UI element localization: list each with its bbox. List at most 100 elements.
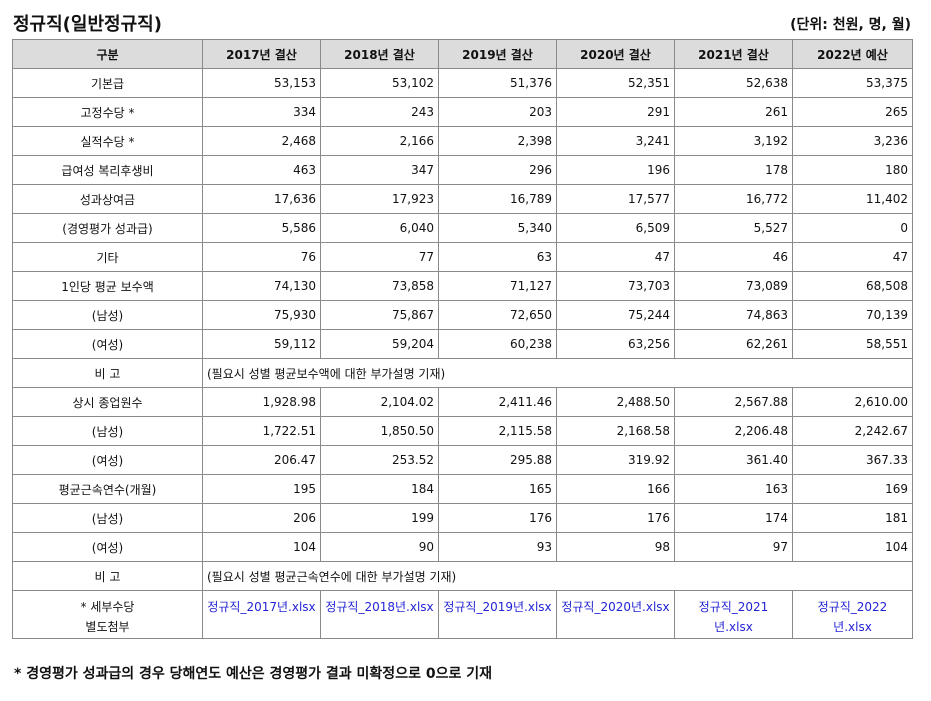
table-cell: 319.92 (556, 445, 675, 475)
attachment-link-text[interactable]: 정규직_2019년.xlsx (443, 600, 552, 614)
attachment-link[interactable]: 정규직_2020년.xlsx (556, 590, 675, 639)
table-cell: 104 (792, 532, 913, 562)
table-cell: 206 (202, 503, 321, 533)
table-cell: 3,192 (674, 126, 793, 156)
table-cell: 1,850.50 (320, 416, 439, 446)
remark-row: 비 고 (필요시 성별 평균보수액에 대한 부가설명 기재) (12, 358, 913, 388)
table-cell: 52,638 (674, 68, 793, 98)
table-cell: 2,104.02 (320, 387, 439, 417)
attachments-label: * 세부수당 별도첨부 (12, 590, 203, 639)
table-cell: 73,858 (320, 271, 439, 301)
table-cell: 199 (320, 503, 439, 533)
row-label: 기본급 (12, 68, 203, 98)
table-cell: 77 (320, 242, 439, 272)
table-cell: 93 (438, 532, 557, 562)
table-cell: 2,115.58 (438, 416, 557, 446)
remark-row: 비 고 (필요시 성별 평균근속연수에 대한 부가설명 기재) (12, 561, 913, 591)
row-label: (남성) (12, 416, 203, 446)
table-cell: 17,577 (556, 184, 675, 214)
attachment-link[interactable]: 정규직_2021 년.xlsx (674, 590, 793, 639)
table-cell: 74,863 (674, 300, 793, 330)
table-row: 기타 76 77 63 47 46 47 (12, 242, 913, 272)
attachment-link-text[interactable]: 정규직_2021 (698, 600, 769, 614)
table-cell: 166 (556, 474, 675, 504)
table-cell: 71,127 (438, 271, 557, 301)
table-cell: 2,567.88 (674, 387, 793, 417)
table-cell: 367.33 (792, 445, 913, 475)
table-cell: 243 (320, 97, 439, 127)
table-cell: 16,772 (674, 184, 793, 214)
attachment-link-text[interactable]: 정규직_2020년.xlsx (561, 600, 670, 614)
column-header: 2020년 결산 (556, 39, 675, 69)
table-cell: 63 (438, 242, 557, 272)
table-cell: 176 (556, 503, 675, 533)
table-cell: 195 (202, 474, 321, 504)
attachment-link[interactable]: 정규직_2019년.xlsx (438, 590, 557, 639)
table-cell: 76 (202, 242, 321, 272)
table-row: 평균근속연수(개월) 195 184 165 166 163 169 (12, 474, 913, 504)
row-label: (여성) (12, 532, 203, 562)
attachment-link-text[interactable]: 정규직_2022 (817, 600, 888, 614)
table-cell: 253.52 (320, 445, 439, 475)
column-header: 2022년 예산 (792, 39, 913, 69)
table-cell: 59,204 (320, 329, 439, 359)
table-cell: 463 (202, 155, 321, 185)
remark-note: (필요시 성별 평균보수액에 대한 부가설명 기재) (202, 358, 913, 388)
table-row: (여성) 59,112 59,204 60,238 63,256 62,261 58,551 (12, 329, 913, 359)
attachment-link[interactable]: 정규직_2018년.xlsx (320, 590, 439, 639)
row-label: (여성) (12, 445, 203, 475)
table-cell: 53,375 (792, 68, 913, 98)
attachment-link-text[interactable]: 년.xlsx (714, 620, 753, 634)
column-header: 구분 (12, 39, 203, 69)
table-cell: 2,168.58 (556, 416, 675, 446)
row-label: (남성) (12, 300, 203, 330)
table-cell: 2,166 (320, 126, 439, 156)
table-cell: 2,411.46 (438, 387, 557, 417)
table-cell: 72,650 (438, 300, 557, 330)
table-cell: 261 (674, 97, 793, 127)
table-cell: 2,206.48 (674, 416, 793, 446)
table-header-row: 구분 2017년 결산 2018년 결산 2019년 결산 2020년 결산 2… (12, 39, 913, 69)
table-cell: 1,722.51 (202, 416, 321, 446)
table-cell: 5,527 (674, 213, 793, 243)
row-label: 1인당 평균 보수액 (12, 271, 203, 301)
table-cell: 74,130 (202, 271, 321, 301)
row-label: 비 고 (12, 358, 203, 388)
table-cell: 180 (792, 155, 913, 185)
table-cell: 2,242.67 (792, 416, 913, 446)
table-cell: 178 (674, 155, 793, 185)
table-cell: 70,139 (792, 300, 913, 330)
attachment-link-text[interactable]: 년.xlsx (833, 620, 872, 634)
table-cell: 3,241 (556, 126, 675, 156)
row-label: 급여성 복리후생비 (12, 155, 203, 185)
table-cell: 361.40 (674, 445, 793, 475)
table-cell: 73,089 (674, 271, 793, 301)
attachment-link-text[interactable]: 정규직_2018년.xlsx (325, 600, 434, 614)
table-cell: 75,930 (202, 300, 321, 330)
table-cell: 104 (202, 532, 321, 562)
table-cell: 73,703 (556, 271, 675, 301)
attachment-link-text[interactable]: 정규직_2017년.xlsx (207, 600, 316, 614)
table-cell: 46 (674, 242, 793, 272)
column-header: 2018년 결산 (320, 39, 439, 69)
table-cell: 169 (792, 474, 913, 504)
table-cell: 203 (438, 97, 557, 127)
row-label: 평균근속연수(개월) (12, 474, 203, 504)
table-cell: 176 (438, 503, 557, 533)
attachment-link[interactable]: 정규직_2022 년.xlsx (792, 590, 913, 639)
table-cell: 0 (792, 213, 913, 243)
compensation-table: 구분 2017년 결산 2018년 결산 2019년 결산 2020년 결산 2… (12, 39, 913, 639)
row-label: 기타 (12, 242, 203, 272)
table-cell: 53,153 (202, 68, 321, 98)
table-row: 급여성 복리후생비 463 347 296 196 178 180 (12, 155, 913, 185)
table-cell: 334 (202, 97, 321, 127)
table-cell: 5,340 (438, 213, 557, 243)
table-cell: 265 (792, 97, 913, 127)
table-cell: 53,102 (320, 68, 439, 98)
table-cell: 296 (438, 155, 557, 185)
table-cell: 58,551 (792, 329, 913, 359)
table-cell: 51,376 (438, 68, 557, 98)
attachments-label-line2: 별도첨부 (85, 620, 130, 634)
row-label: 실적수당 * (12, 126, 203, 156)
attachment-link[interactable]: 정규직_2017년.xlsx (202, 590, 321, 639)
